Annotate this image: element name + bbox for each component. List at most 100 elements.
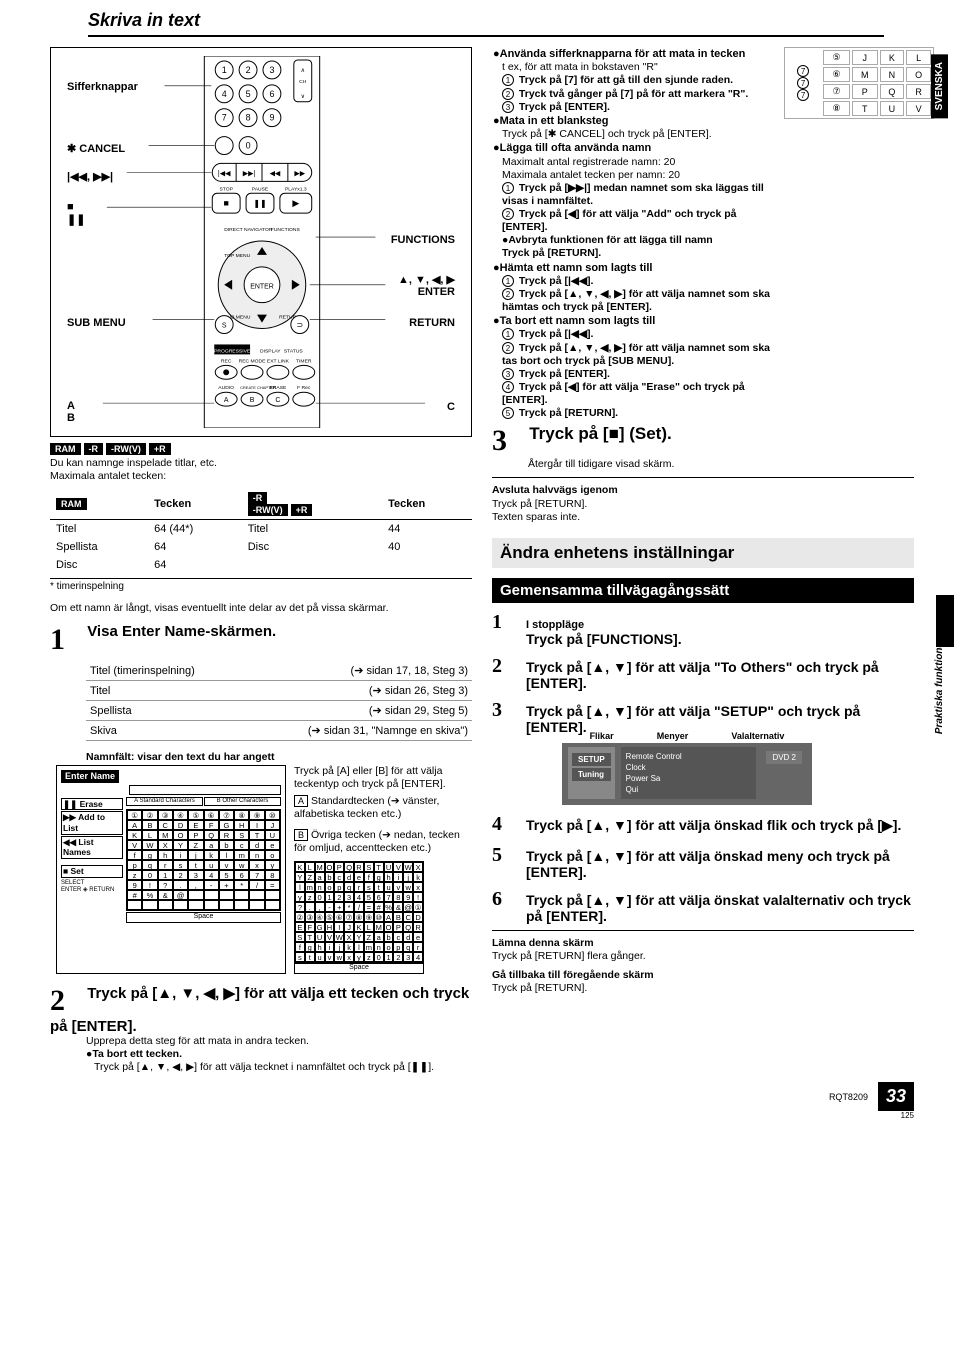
svg-text:◀◀: ◀◀ <box>270 170 281 177</box>
svg-text:B: B <box>250 397 255 404</box>
char-grid-main: ①②③④⑤⑥⑦⑧⑨⑩ABCDEFGHIJKLMOPQRSTUVWXYZabcde… <box>126 809 281 911</box>
step1-desc-a: Standardtecken (➔ vänster, alfabetiska t… <box>294 795 439 820</box>
svg-text:⊃: ⊃ <box>296 321 303 330</box>
key-illustration-table: 7 7 7 ⑤JKL ⑥MNO ⑦PQR ⑧TUV <box>784 47 934 119</box>
step2-sub1: Upprepa detta steg för att mata in andra… <box>86 1035 472 1048</box>
svg-text:REC: REC <box>221 358 232 364</box>
exit-head1: Lämna denna skärm <box>492 937 594 949</box>
rqt-code: RQT8209 <box>829 1092 868 1102</box>
svg-text:0: 0 <box>246 141 251 151</box>
step2-sub2: Tryck på [▲, ▼, ◀, ▶] för att välja teck… <box>94 1061 472 1074</box>
limit-cell: 64 <box>148 538 242 556</box>
enter-name-title: Enter Name <box>61 770 119 783</box>
svg-text:▶▶: ▶▶ <box>294 170 305 177</box>
common-steps: 1I stopplägeTryck på [FUNCTIONS].2Tryck … <box>492 611 914 924</box>
svg-text:PAUSE: PAUSE <box>252 186 269 192</box>
badge-rwv: -RW(V) <box>106 443 146 455</box>
badge-plusr: +R <box>149 443 171 455</box>
long-name-note: Om ett namn är långt, visas eventuellt i… <box>50 602 472 615</box>
svg-text:5: 5 <box>246 89 251 99</box>
en-side-list: ◀◀ List Names <box>63 837 94 858</box>
side-tab-marker <box>936 595 954 647</box>
limit-cell: Titel <box>242 520 382 539</box>
limit-cell: Titel <box>50 520 148 539</box>
ref-cell: (➔ sidan 17, 18, Steg 3) <box>241 661 472 681</box>
desc-a-label: A <box>294 795 308 807</box>
step1-desc-b: Övriga tecken (➔ nedan, tecken för omlju… <box>294 829 460 854</box>
key-side-7c: 7 <box>797 89 809 101</box>
step-number-1: 1 <box>50 623 84 657</box>
limits-footnote: * timerinspelning <box>50 578 472 592</box>
svg-text:EXT LINK: EXT LINK <box>267 358 290 364</box>
step1-refs-table: Titel (timerinspelning)(➔ sidan 17, 18, … <box>86 661 472 741</box>
en-side-erase: ❚❚ Erase <box>63 799 103 809</box>
key-side-7b: 7 <box>797 77 809 89</box>
svg-text:STATUS: STATUS <box>284 348 304 354</box>
svg-text:3: 3 <box>269 65 274 75</box>
en-return: RETURN <box>89 887 114 893</box>
svg-text:TOP MENU: TOP MENU <box>224 253 250 259</box>
page-footer: RQT8209 33 <box>50 1082 914 1111</box>
svg-text:7: 7 <box>222 113 227 123</box>
format-badge-row: RAM -R -RW(V) +R <box>50 443 472 455</box>
svg-text:|◀◀: |◀◀ <box>218 170 231 177</box>
svg-text:▶: ▶ <box>292 198 299 208</box>
step2-bullet: ●Ta bort ett tecken. <box>86 1048 472 1061</box>
en-side-set: ■ Set <box>63 866 84 876</box>
svg-text:PROGRESSIVE: PROGRESSIVE <box>214 348 251 354</box>
svg-text:DIRECT NAVIGATOR: DIRECT NAVIGATOR <box>224 227 273 233</box>
limit-cell: 64 (44*) <box>148 520 242 539</box>
svg-text:CH: CH <box>299 79 307 85</box>
abort-head: Avsluta halvvägs igenom <box>492 484 618 496</box>
step3-body: Tryck på [■] (Set). <box>529 424 672 443</box>
step3-sub: Återgår till tidigare visad skärm. <box>528 458 914 471</box>
svg-text:STOP: STOP <box>219 186 233 192</box>
svg-text:4: 4 <box>222 89 227 99</box>
svg-text:DISPLAY: DISPLAY <box>260 348 281 354</box>
step-number-2: 2 <box>50 984 84 1018</box>
svg-text:∧: ∧ <box>301 68 305 74</box>
svg-text:1: 1 <box>222 65 227 75</box>
char-limits-table: RAM Tecken -R -RW(V) +R Tecken Titel 64 … <box>50 489 472 574</box>
limits-col-chars-2: Tecken <box>382 489 472 520</box>
remote-illustration: Sifferknappar ✱ CANCEL |◀◀, ▶▶| ■ ❚❚ SUB… <box>50 47 472 437</box>
svg-text:6: 6 <box>269 89 274 99</box>
svg-text:■: ■ <box>223 198 228 208</box>
svg-text:9: 9 <box>269 113 274 123</box>
badge-caption-1: Du kan namnge inspelade titlar, etc. <box>50 457 472 470</box>
limits-head-plusr: +R <box>291 504 313 516</box>
limits-head-rwv: -RW(V) <box>248 504 288 516</box>
limit-cell: 40 <box>382 538 472 556</box>
en-space: Space <box>126 912 281 923</box>
ref-cell: (➔ sidan 29, Steg 5) <box>241 701 472 721</box>
ref-cell: Titel <box>86 681 241 701</box>
small-page-number: 125 <box>50 1111 914 1120</box>
left-column: Sifferknappar ✱ CANCEL |◀◀, ▶▶| ■ ❚❚ SUB… <box>50 47 472 1074</box>
key-side-7a: 7 <box>797 65 809 77</box>
svg-text:REC MODE: REC MODE <box>239 358 266 364</box>
en-tab-a: A Standard Characters <box>126 797 203 807</box>
limit-cell: 64 <box>148 556 242 574</box>
step1-desc-intro: Tryck på [A] eller [B] för att välja tec… <box>294 765 472 791</box>
side-tab-language: SVENSKA <box>931 54 948 118</box>
limits-head-r: -R <box>248 492 268 504</box>
right-bullets-container: ●Använda sifferknapparna för att mata in… <box>492 47 778 420</box>
exit-l1: Tryck på [RETURN] flera gånger. <box>492 950 914 963</box>
limit-cell: Disc <box>50 556 148 574</box>
badge-r: -R <box>84 443 104 455</box>
abort-l2: Texten sparas inte. <box>492 511 914 524</box>
limits-col-chars-1: Tecken <box>148 489 242 520</box>
section2-title: Ändra enhetens inställningar <box>492 538 914 568</box>
ref-cell: (➔ sidan 31, "Namnge en skiva") <box>241 721 472 741</box>
badge-caption-2: Maximala antalet tecken: <box>50 470 472 483</box>
svg-text:❚❚: ❚❚ <box>253 199 266 208</box>
svg-text:S: S <box>222 323 227 330</box>
svg-text:TIMER: TIMER <box>296 358 312 364</box>
svg-text:ENTER: ENTER <box>250 284 274 291</box>
ref-cell: (➔ sidan 26, Steg 3) <box>241 681 472 701</box>
svg-text:∨: ∨ <box>301 94 305 100</box>
step1-heading: Visa Enter Name-skärmen. <box>87 623 276 640</box>
limit-cell: Spellista <box>50 538 148 556</box>
svg-text:C: C <box>275 397 280 404</box>
limits-head-left: RAM <box>56 498 87 510</box>
